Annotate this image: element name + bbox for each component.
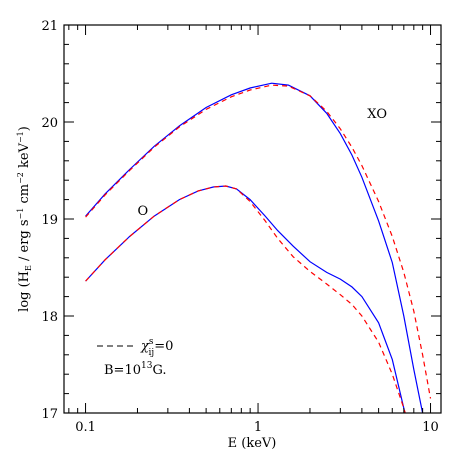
series-o-dashed bbox=[85, 185, 406, 413]
legend-field-label: B=1013G. bbox=[104, 361, 167, 378]
y-tick-label: 17 bbox=[41, 407, 58, 422]
series-layer bbox=[85, 82, 432, 413]
y-tick-label: 19 bbox=[41, 213, 58, 228]
y-tick-label: 18 bbox=[41, 310, 58, 325]
y-axis-title: log (HE / erg s−1 cm−2 keV−1) bbox=[16, 126, 33, 312]
curve-label-o: O bbox=[137, 204, 148, 219]
x-tick-label: 0.1 bbox=[75, 420, 96, 435]
x-axis-title: E (keV) bbox=[228, 436, 277, 451]
legend-dash-label: χs ij=0 bbox=[140, 337, 173, 358]
curve-label-xo: XO bbox=[367, 107, 387, 122]
series-xo-dashed bbox=[85, 84, 432, 399]
y-tick-label: 20 bbox=[41, 116, 58, 131]
x-tick-label: 10 bbox=[422, 420, 439, 435]
series-xo-solid bbox=[85, 82, 424, 413]
ticks-layer: 0.1 1 10 17 18 19 20 21 bbox=[41, 19, 441, 435]
y-tick-label: 21 bbox=[41, 19, 58, 34]
x-tick-label: 1 bbox=[254, 420, 262, 435]
